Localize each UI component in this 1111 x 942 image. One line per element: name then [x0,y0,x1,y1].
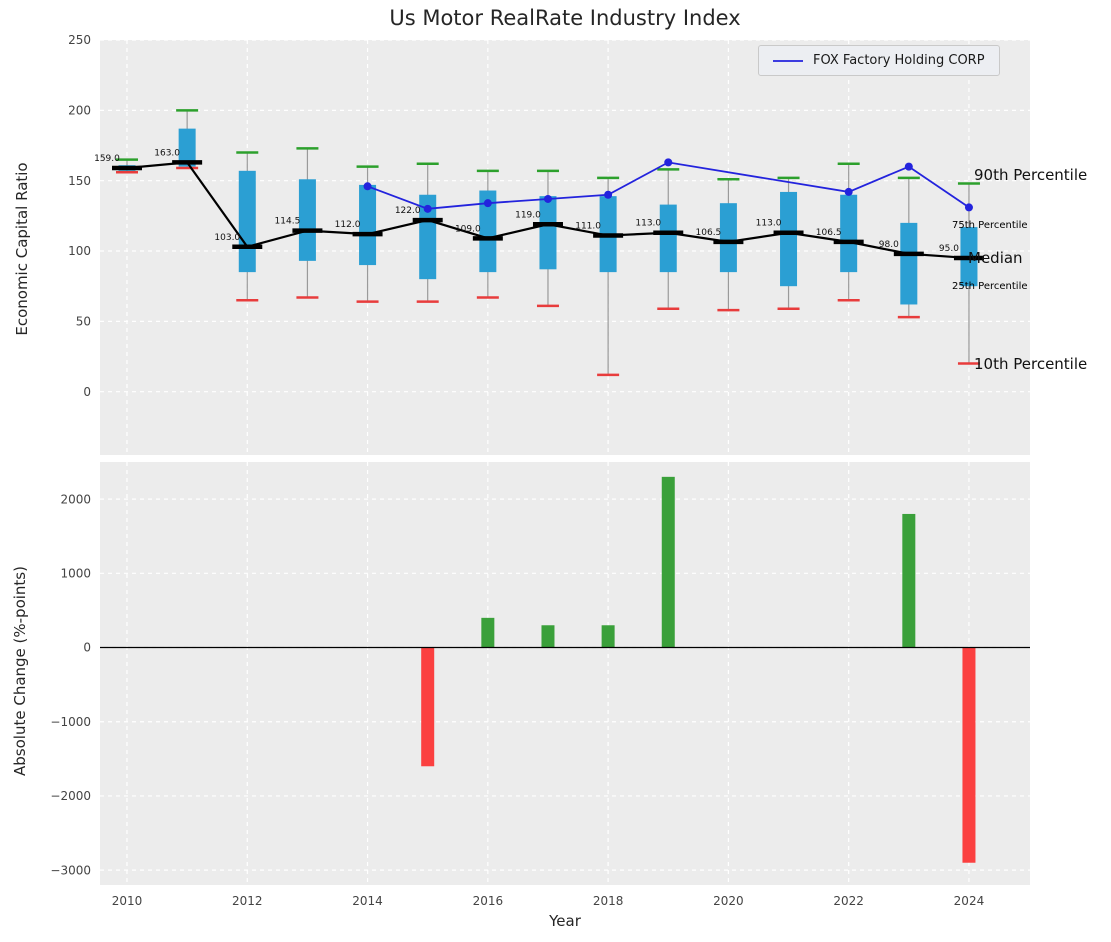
tick-label: 113.0 [756,219,782,229]
boxplot-2015 [416,162,439,303]
tick-label: 2010 [112,894,143,908]
legend-line-sample-icon [773,59,803,62]
tick-label: 119.0 [515,210,541,220]
fox-point-2024 [964,203,973,212]
tick-label: 159.0 [94,154,120,164]
change-bar-2024 [962,647,976,863]
annotation-10th-percentile: 10th Percentile [974,355,1088,373]
iqr-box [539,196,557,270]
tick-label: 2014 [352,894,383,908]
top-y-axis-label: Economic Capital Ratio [13,162,31,336]
bottom-y-axis-label: Absolute Change (%-points) [11,566,29,776]
fox-point-2016 [483,199,492,208]
x-axis-label: Year [549,912,581,930]
iqr-box [719,203,737,273]
annotation-25th-percentile: 25th Percentile [952,281,1028,292]
tick-label: 0 [83,641,91,655]
tick-label: 2020 [713,894,744,908]
tick-label: 113.0 [635,219,661,229]
tick-label: 0 [83,385,91,399]
boxplot-2017 [536,169,559,308]
fox-point-2018 [604,190,613,199]
tick-label: 109.0 [455,224,481,234]
fox-point-2017 [543,194,552,203]
tick-label: 95.0 [939,244,959,254]
iqr-box [178,128,196,167]
tick-label: 150 [68,174,91,188]
boxplot-2020 [717,178,740,312]
tick-label: 200 [68,104,91,118]
tick-label: 2016 [473,894,504,908]
tick-label: 114.5 [275,217,301,227]
boxplot-2013 [296,147,319,299]
change-bar-2018 [601,625,615,648]
tick-label: 250 [68,33,91,47]
tick-label: 50 [76,315,91,329]
tick-label: 2022 [833,894,864,908]
iqr-box [780,191,798,287]
tick-label: 106.5 [816,228,842,238]
change-bar-2015 [421,647,435,767]
tick-label: 1000 [60,567,91,581]
iqr-box [238,170,256,273]
iqr-box [359,184,377,266]
tick-label: 100 [68,244,91,258]
change-bars [421,476,976,863]
tick-label: 163.0 [154,148,180,158]
axis-ticks: 0 50 100 150 200 250 −3000 −2000 −1000 0 1000 2000 2… [50,33,984,908]
iqr-box [840,194,858,273]
iqr-box [419,194,437,280]
iqr-box [479,190,497,273]
tick-label: −3000 [50,863,91,877]
tick-label: 106.5 [696,228,722,238]
change-bar-2016 [481,617,495,648]
bottom-axes-background [100,462,1030,885]
change-bar-2017 [541,625,555,648]
fox-factory-series [363,158,973,213]
change-bar-2019 [661,476,675,648]
tick-label: −2000 [50,789,91,803]
fox-point-2023 [904,162,913,171]
tick-label: 111.0 [575,222,601,232]
fox-point-2019 [664,158,673,167]
tick-label: 2018 [593,894,624,908]
tick-label: 2000 [60,492,91,506]
fox-point-2022 [844,187,853,196]
median-markers: 159.0 163.0 103.0 114.5 112.0 122.0 109.0 119.0… [94,148,984,261]
boxplot-2022 [837,162,860,302]
boxplot-2021 [777,176,800,310]
tick-label: 98.0 [879,240,899,250]
legend: FOX Factory Holding CORP [758,45,1000,76]
iqr-box [659,204,677,273]
fox-point-2015 [423,204,432,213]
tick-label: 103.0 [214,233,240,243]
boxplot-2016 [476,169,499,299]
tick-label: −1000 [50,715,91,729]
tick-label: 2012 [232,894,263,908]
chart-title: Us Motor RealRate Industry Index [389,6,741,30]
change-bar-2023 [902,513,916,648]
fox-point-2014 [363,182,372,191]
tick-label: 122.0 [395,206,421,216]
boxplot-2011 [176,109,199,170]
annotation-median: Median [968,249,1023,267]
boxplot-2019 [657,168,680,310]
boxplot-2023 [897,176,920,319]
annotation-90th-percentile: 90th Percentile [974,166,1088,184]
annotation-75th-percentile: 75th Percentile [952,220,1028,231]
legend-label: FOX Factory Holding CORP [813,53,985,68]
tick-label: 112.0 [335,220,361,230]
iqr-box [298,179,316,261]
tick-label: 2024 [954,894,985,908]
iqr-box [900,222,918,305]
